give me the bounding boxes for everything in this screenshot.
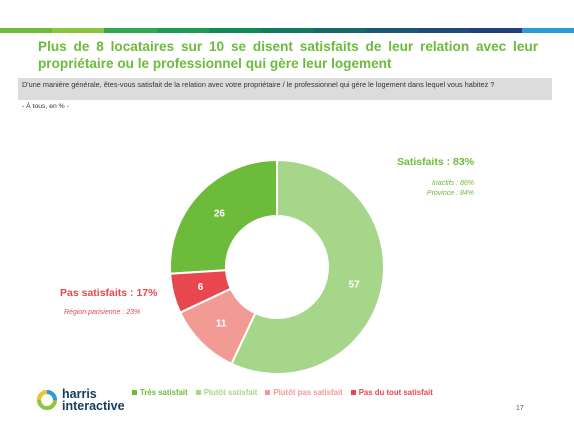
top-bar-segment — [0, 28, 53, 33]
top-bar-segment — [156, 28, 209, 33]
satisfied-inactifs-label: Inactifs : 86% — [431, 180, 474, 187]
harris-interactive-logo: harris interactive — [36, 388, 125, 412]
top-color-bar — [0, 28, 574, 33]
logo-ring-icon — [37, 390, 57, 410]
slide-title: Plus de 8 locataires sur 10 se disent sa… — [38, 39, 538, 71]
legend-label: Plutôt pas satisfait — [273, 388, 343, 397]
unsatisfied-total-label: Pas satisfaits : 17% — [60, 287, 158, 299]
legend-item-plutot-pas-satisfait: Plutôt pas satisfait — [265, 388, 343, 397]
page-number: 17 — [516, 405, 524, 412]
legend-item-plutot-satisfait: Plutôt satisfait — [195, 388, 258, 397]
data-label: 57 — [349, 280, 361, 291]
top-bar-segment — [52, 28, 105, 33]
legend-swatch — [265, 390, 271, 395]
top-bar-segment — [469, 28, 522, 33]
logo-text-interactive: interactive — [62, 399, 125, 413]
data-label: 26 — [214, 208, 226, 219]
chart-legend: Très satisfait Plutôt satisfait Plutôt p… — [132, 388, 433, 397]
top-bar-segment — [521, 28, 574, 33]
legend-swatch — [350, 390, 356, 395]
slice-pas-du-tout-satisfait — [169, 269, 233, 314]
legend-swatch — [132, 390, 137, 395]
question-box: D'une manière générale, êtes-vous satisf… — [18, 78, 552, 100]
legend-label: Très satisfait — [140, 388, 188, 397]
logo-text-harris: harris — [62, 387, 97, 401]
top-bar-segment — [104, 28, 157, 33]
top-bar-segment — [313, 28, 366, 33]
top-bar-segment — [417, 28, 470, 33]
base-note: - À tous, en % - — [22, 103, 69, 110]
legend-label: Pas du tout satisfait — [358, 388, 433, 397]
satisfied-province-label: Province : 84% — [426, 190, 474, 197]
data-label: 11 — [216, 318, 227, 329]
data-label: 6 — [198, 282, 204, 293]
legend-swatch — [195, 390, 201, 395]
legend-label: Plutôt satisfait — [203, 388, 258, 397]
slice-tres-satisfait — [169, 158, 278, 275]
satisfied-total-label: Satisfaits : 83% — [397, 156, 475, 168]
unsatisfied-region-label: Région parisienne : 23% — [64, 309, 141, 316]
legend-item-tres-satisfait: Très satisfait — [132, 388, 188, 397]
top-bar-segment — [208, 28, 261, 33]
top-bar-segment — [365, 28, 418, 33]
legend-item-pas-du-tout-satisfait: Pas du tout satisfait — [350, 388, 433, 397]
slice-plutot-satisfait — [230, 158, 385, 375]
top-bar-segment — [260, 28, 314, 33]
